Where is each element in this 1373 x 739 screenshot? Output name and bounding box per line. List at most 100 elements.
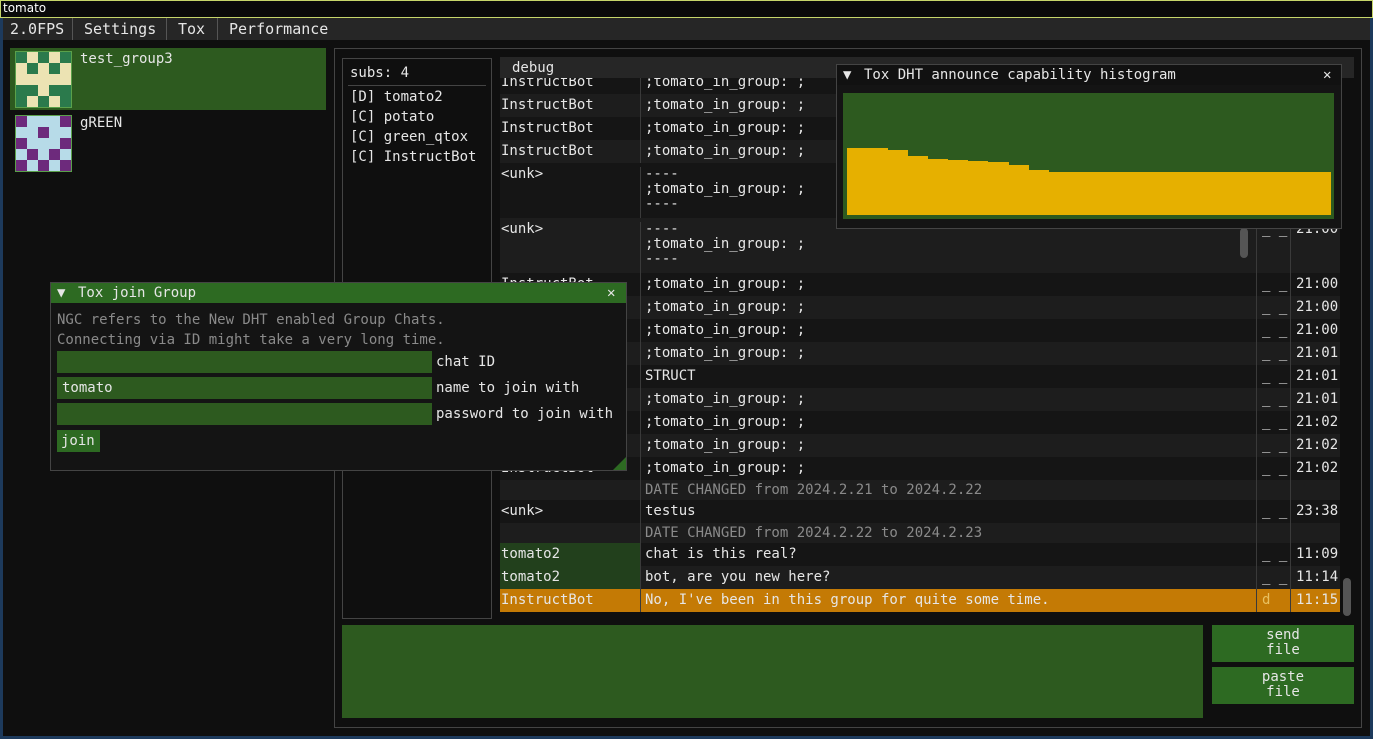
- avatar-pixel: [16, 85, 27, 96]
- message-text: ;tomato_in_group: ;: [640, 273, 1256, 296]
- scrollbar-thumb: [1240, 228, 1248, 258]
- message-time: 11:15: [1290, 589, 1340, 612]
- window-title: Tox DHT announce capability histogram: [864, 67, 1176, 83]
- menu-item[interactable]: 2.0FPS: [10, 20, 65, 38]
- avatar-pixel: [38, 127, 49, 138]
- message-text: ;tomato_in_group: ;: [640, 319, 1256, 342]
- avatar-pixel: [16, 138, 27, 149]
- contact-name: gREEN: [80, 115, 123, 131]
- contact-item[interactable]: test_group3: [10, 48, 326, 110]
- histogram-bar: [987, 162, 1009, 215]
- join-button[interactable]: join: [57, 430, 100, 452]
- avatar-pixel: [38, 52, 49, 63]
- message-time: 21:01: [1290, 342, 1340, 365]
- histogram-bar: [1309, 172, 1331, 215]
- message-time: 21:01: [1290, 388, 1340, 411]
- sub-item: [C] potato: [350, 109, 435, 125]
- sub-item: [C] green_qtox: [350, 129, 469, 145]
- menu-separator: [72, 18, 73, 40]
- message-flag: _ _: [1256, 500, 1290, 523]
- scrollbar-thumb: [1343, 578, 1351, 616]
- avatar-pixel: [27, 63, 38, 74]
- histogram-bar: [1048, 172, 1069, 215]
- text-input[interactable]: [57, 403, 432, 425]
- tab[interactable]: debug: [512, 60, 555, 76]
- avatar-pixel: [16, 52, 27, 63]
- histogram-bar: [1148, 172, 1170, 215]
- avatar-pixel: [60, 96, 71, 107]
- message-flag: d: [1256, 589, 1290, 612]
- message-author: InstructBot: [501, 120, 594, 136]
- histogram-bar: [1169, 172, 1190, 215]
- menu-item[interactable]: Settings: [84, 20, 157, 38]
- message-row: tomato2 chat is this real? _ _ 11:09: [500, 543, 1340, 566]
- message-text: No, I've been in this group for quite so…: [640, 589, 1256, 612]
- window-title: Tox join Group: [78, 285, 197, 301]
- message-text: ;tomato_in_group: ;: [640, 140, 1256, 163]
- message-row: DATE CHANGED from 2024.2.22 to 2024.2.23: [500, 523, 1340, 543]
- message-flag: _ _: [1256, 218, 1290, 273]
- message-time: [1290, 523, 1340, 543]
- histogram-bar: [1088, 172, 1110, 215]
- input-label: password to join with: [436, 406, 614, 422]
- message-author: InstructBot: [501, 143, 594, 159]
- message-flag: _ _: [1256, 543, 1290, 566]
- message-time: 11:09: [1290, 543, 1340, 566]
- sub-item: [D] tomato2: [350, 89, 443, 105]
- histogram-bar: [1128, 172, 1150, 215]
- menu-item[interactable]: Performance: [229, 20, 329, 38]
- close-button[interactable]: ✕: [1323, 67, 1332, 83]
- message-time: 21:01: [1290, 365, 1340, 388]
- avatar: [15, 115, 72, 172]
- message-time: 11:14: [1290, 566, 1340, 589]
- message-author: tomato2: [500, 543, 640, 566]
- title-bar: [0, 0, 1373, 18]
- histogram-bar: [1189, 172, 1210, 215]
- subs-separator: [348, 85, 486, 86]
- message-text: ;tomato_in_group: ;: [640, 434, 1256, 457]
- message-text: ;tomato_in_group: ;: [640, 411, 1256, 434]
- contact-name: test_group3: [80, 51, 173, 67]
- resize-grip: [613, 457, 626, 470]
- histogram-bar: [1289, 172, 1311, 215]
- message-text: STRUCT: [640, 365, 1256, 388]
- info-text: Connecting via ID might take a very long…: [57, 332, 445, 348]
- action-button[interactable]: send file: [1212, 625, 1354, 662]
- message-row: InstructBot No, I've been in this group f…: [500, 589, 1340, 612]
- histogram-bar: [1108, 172, 1130, 215]
- avatar-pixel: [60, 138, 71, 149]
- avatar-pixel: [49, 85, 60, 96]
- message-input[interactable]: [342, 625, 1203, 718]
- message-author: InstructBot: [501, 592, 594, 608]
- menu-bar: [3, 18, 1370, 40]
- avatar-pixel: [16, 160, 27, 171]
- action-button[interactable]: paste file: [1212, 667, 1354, 704]
- message-flag: _ _: [1256, 342, 1290, 365]
- collapse-arrow: ▼: [57, 285, 66, 301]
- message-author: <unk>: [501, 503, 544, 519]
- avatar-pixel: [60, 160, 71, 171]
- message-flag: [1256, 523, 1290, 543]
- message-time: 21:02: [1290, 411, 1340, 434]
- subs-list: subs: 4 [D] tomato2 [C] potato [C] green_qt…: [342, 58, 492, 619]
- window-header: [837, 65, 1341, 85]
- sub-item: [C] InstructBot: [350, 149, 477, 165]
- text-input[interactable]: [57, 351, 432, 373]
- histogram-bar: [1209, 172, 1230, 215]
- message-row: DATE CHANGED from 2024.2.21 to 2024.2.22: [500, 480, 1340, 500]
- text-input[interactable]: tomato: [57, 377, 432, 399]
- menu-separator: [217, 18, 218, 40]
- message-time: [1290, 480, 1340, 500]
- histogram-bar: [887, 150, 908, 215]
- histogram-bar: [1028, 169, 1049, 215]
- message-text: ;tomato_in_group: ;: [640, 78, 1256, 94]
- close-button[interactable]: ✕: [607, 285, 616, 301]
- message-time: 23:38: [1290, 500, 1340, 523]
- contact-item[interactable]: gREEN: [10, 112, 326, 174]
- avatar-pixel: [49, 149, 60, 160]
- message-flag: _ _: [1256, 319, 1290, 342]
- message-text: ---- ;tomato_in_group: ; ----: [640, 222, 1256, 277]
- menu-item[interactable]: Tox: [178, 20, 206, 38]
- histogram-bar: [927, 158, 949, 215]
